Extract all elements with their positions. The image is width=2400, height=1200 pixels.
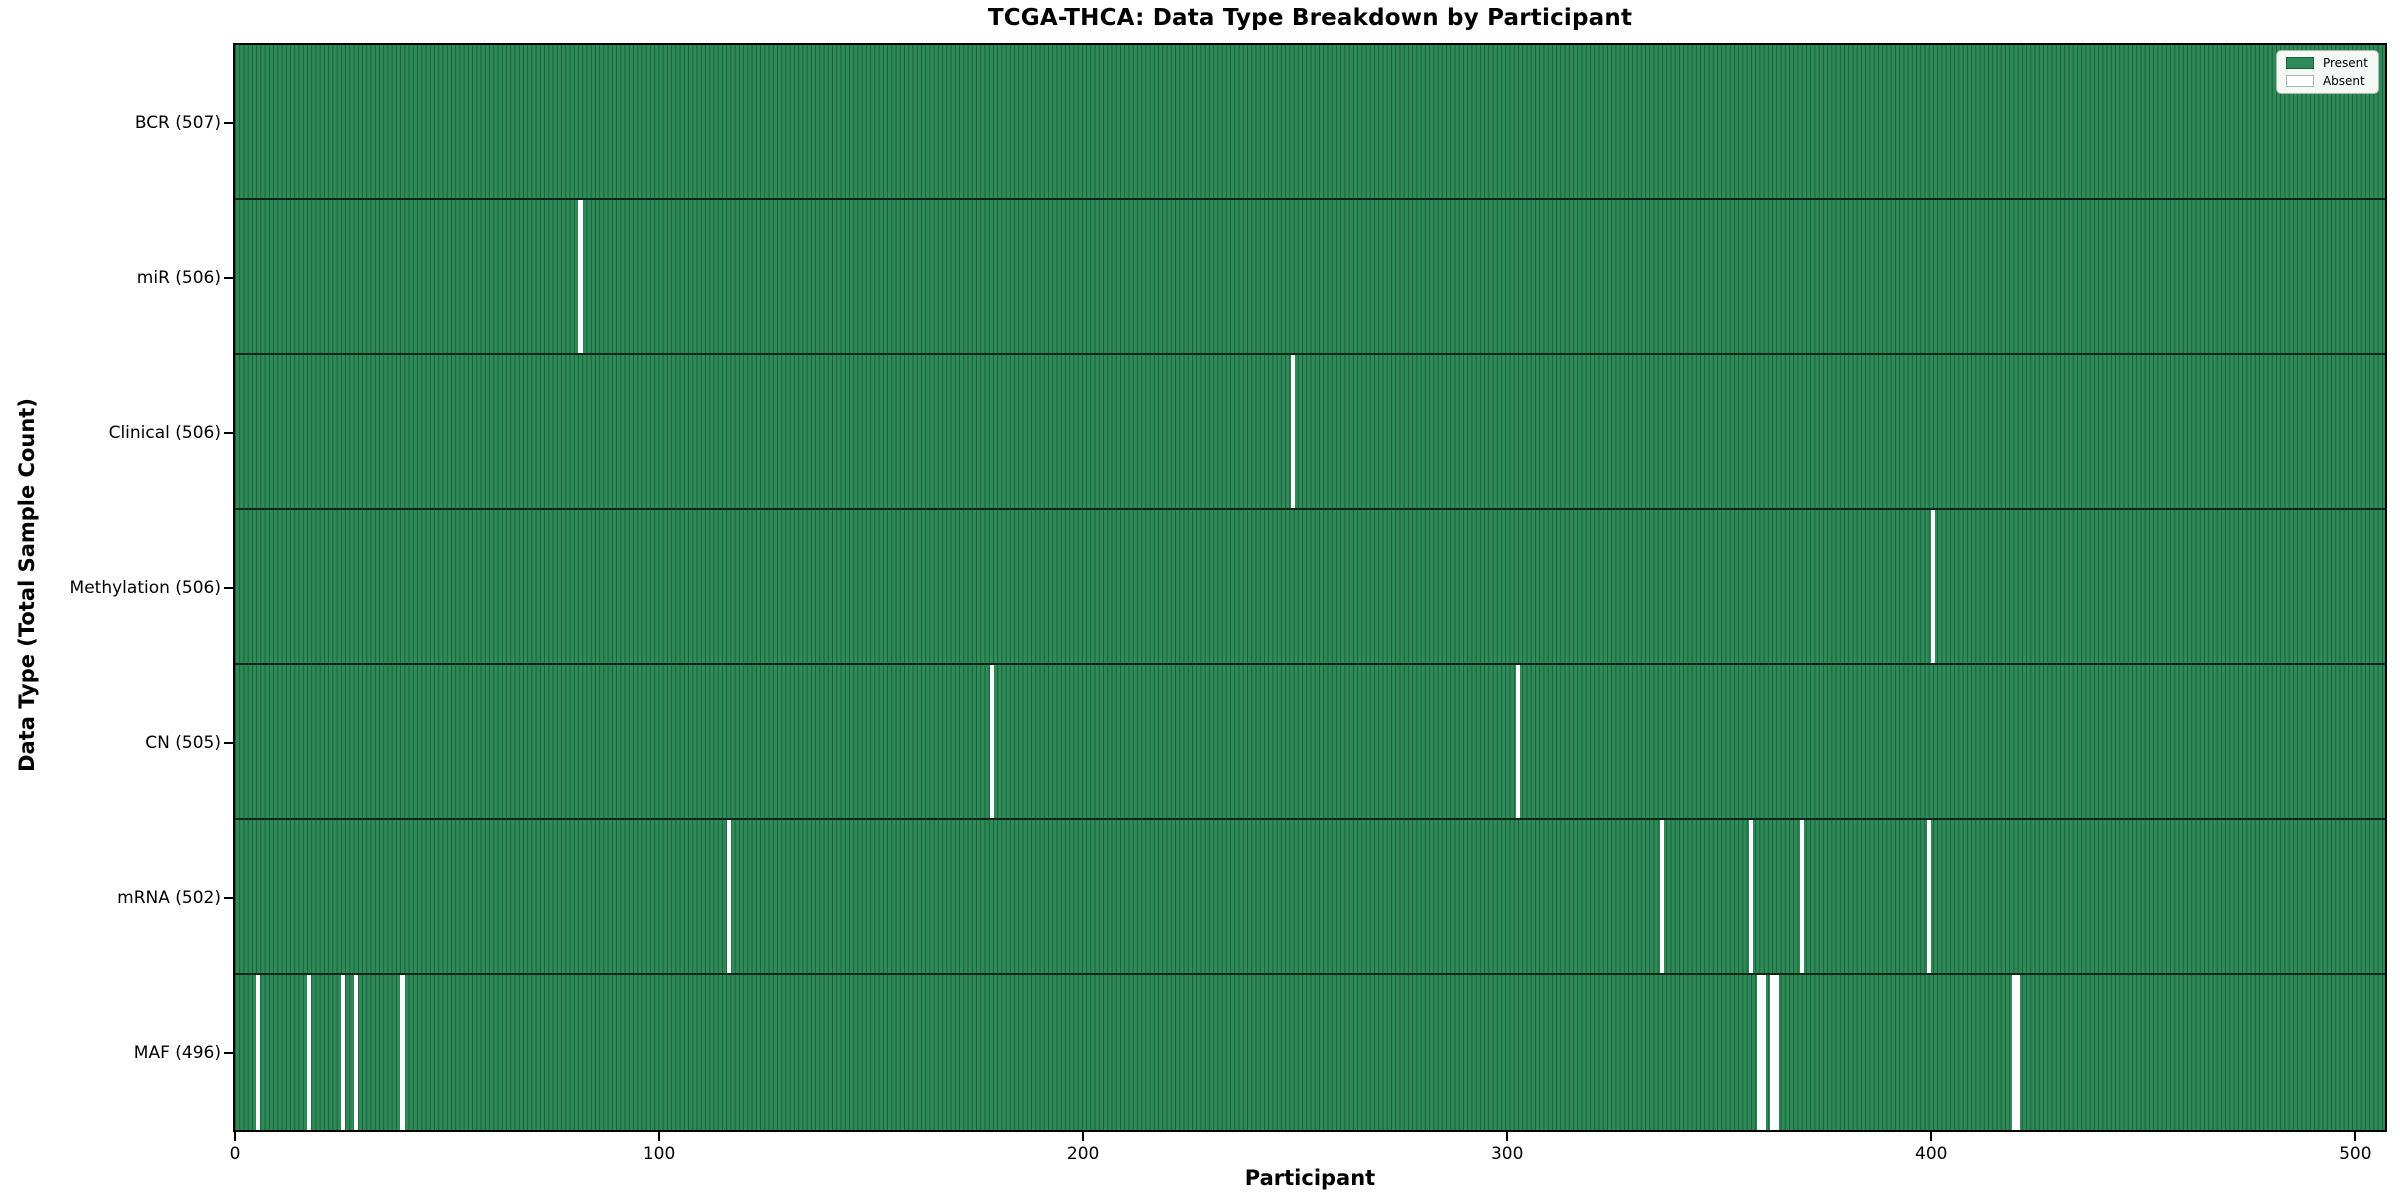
absent-gap — [1757, 975, 1762, 1130]
absent-gap — [341, 975, 346, 1130]
data-type-row-cn — [235, 665, 2385, 820]
y-tick-mark — [224, 276, 233, 279]
absent-gap — [2011, 975, 2017, 1130]
legend-entry-absent: Absent — [2285, 74, 2368, 88]
absent-gap — [726, 820, 732, 973]
x-tick-label: 400 — [1915, 1144, 1948, 1164]
absent-gap — [1931, 510, 1936, 663]
y-tick-label: CN (505) — [145, 732, 221, 753]
data-type-row-bcr — [235, 45, 2385, 200]
absent-gap — [1799, 820, 1805, 973]
x-tick-mark — [1506, 1132, 1509, 1141]
y-tick-label: miR (506) — [136, 267, 221, 288]
presence-matrix — [235, 45, 2385, 1130]
x-tick-label: 200 — [1066, 1144, 1100, 1164]
data-type-row-clinical — [235, 355, 2385, 510]
x-tick-label: 300 — [1490, 1144, 1524, 1164]
y-tick-label: BCR (507) — [134, 112, 221, 133]
x-tick-mark — [1082, 1132, 1085, 1141]
legend-absent-label: Absent — [2322, 74, 2365, 88]
legend-entry-present: Present — [2285, 56, 2368, 70]
legend: Present Absent — [2275, 50, 2379, 94]
absent-gap — [1927, 820, 1932, 973]
absent-gap — [1748, 820, 1754, 973]
data-type-row-mir — [235, 200, 2385, 355]
y-tick-label: Methylation (506) — [69, 577, 221, 598]
absent-gap — [1770, 975, 1775, 1130]
absent-gap — [256, 975, 261, 1130]
absent-gap — [307, 975, 312, 1130]
legend-absent-swatch — [2285, 75, 2314, 87]
data-type-row-maf — [235, 975, 2385, 1130]
absent-gap — [1659, 820, 1665, 973]
data-type-row-methylation — [235, 510, 2385, 665]
legend-present-label: Present — [2322, 56, 2368, 70]
absent-gap — [1515, 665, 1520, 818]
plot-area: Present Absent — [233, 43, 2387, 1132]
chart-title: TCGA-THCA: Data Type Breakdown by Partic… — [987, 5, 1633, 31]
y-tick-mark — [224, 1051, 233, 1054]
data-type-row-mrna — [235, 820, 2385, 975]
x-axis-label: Participant — [1244, 1166, 1376, 1190]
legend-present-swatch — [2285, 57, 2314, 69]
x-tick-mark — [1930, 1132, 1933, 1141]
absent-gap — [1761, 975, 1766, 1130]
absent-gap — [400, 975, 405, 1130]
y-tick-label: Clinical (506) — [108, 422, 221, 443]
absent-gap — [989, 665, 995, 818]
y-tick-mark — [224, 741, 233, 744]
x-tick-label: 0 — [229, 1144, 241, 1164]
absent-gap — [1290, 355, 1296, 508]
x-tick-mark — [2354, 1132, 2357, 1141]
y-tick-label: MAF (496) — [133, 1042, 221, 1063]
absent-gap — [578, 200, 583, 353]
y-tick-mark — [224, 586, 233, 589]
absent-gap — [353, 975, 358, 1130]
x-tick-label: 100 — [642, 1144, 676, 1164]
x-tick-mark — [234, 1132, 236, 1141]
y-tick-mark — [224, 896, 233, 899]
absent-gap — [2016, 975, 2021, 1130]
y-tick-mark — [224, 121, 233, 124]
absent-gap — [1774, 975, 1779, 1130]
y-tick-label: mRNA (502) — [117, 887, 221, 908]
x-tick-mark — [658, 1132, 661, 1141]
x-tick-label: 500 — [2339, 1144, 2372, 1164]
y-tick-mark — [224, 431, 233, 434]
